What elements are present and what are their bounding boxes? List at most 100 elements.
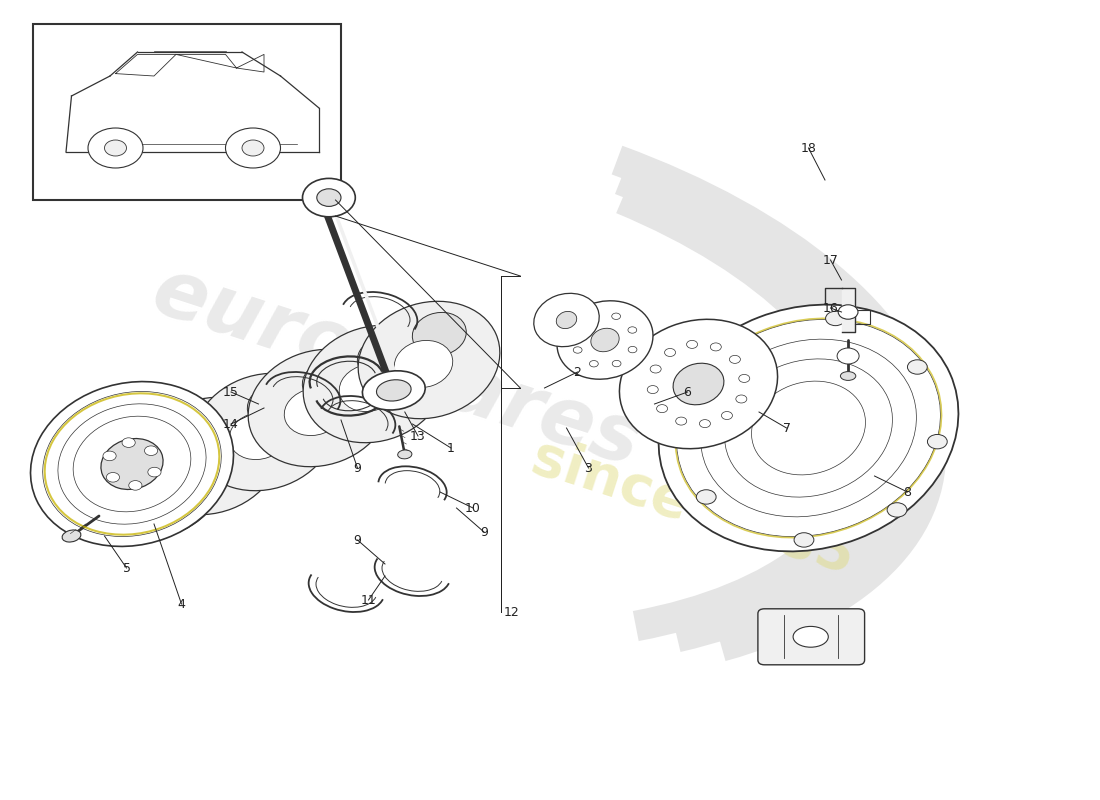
Text: since 1985: since 1985 [525, 430, 861, 586]
Circle shape [129, 481, 142, 490]
Ellipse shape [557, 311, 576, 329]
Text: 4: 4 [177, 598, 186, 610]
Text: 9: 9 [353, 534, 362, 546]
Ellipse shape [591, 328, 619, 352]
Ellipse shape [119, 461, 178, 507]
Ellipse shape [84, 422, 224, 538]
Ellipse shape [412, 313, 466, 356]
Ellipse shape [619, 319, 778, 449]
Circle shape [675, 417, 686, 425]
Ellipse shape [398, 450, 411, 459]
Circle shape [104, 140, 126, 156]
Ellipse shape [793, 626, 828, 647]
Bar [33, 24, 341, 200]
Circle shape [107, 473, 120, 482]
Text: 3: 3 [584, 462, 593, 474]
Circle shape [657, 405, 668, 413]
Circle shape [887, 502, 906, 517]
Ellipse shape [358, 337, 411, 380]
Circle shape [686, 340, 697, 348]
Text: 12: 12 [504, 606, 519, 618]
Text: 11: 11 [361, 594, 376, 606]
Text: 9: 9 [480, 526, 488, 538]
Ellipse shape [339, 365, 398, 411]
Text: 7: 7 [782, 422, 791, 434]
FancyBboxPatch shape [758, 609, 865, 665]
Text: 6: 6 [683, 386, 692, 398]
Circle shape [664, 349, 675, 357]
Text: 15: 15 [223, 386, 239, 398]
Ellipse shape [138, 433, 191, 476]
Text: 14: 14 [223, 418, 239, 430]
Circle shape [711, 343, 722, 351]
Ellipse shape [659, 305, 958, 551]
Circle shape [927, 434, 947, 449]
Circle shape [650, 365, 661, 373]
Ellipse shape [229, 413, 288, 459]
Circle shape [242, 140, 264, 156]
Ellipse shape [284, 389, 343, 435]
Circle shape [794, 533, 814, 547]
Ellipse shape [362, 370, 426, 410]
Circle shape [612, 313, 620, 319]
Ellipse shape [139, 398, 279, 514]
Ellipse shape [192, 409, 246, 452]
Circle shape [837, 348, 859, 364]
Circle shape [613, 360, 621, 366]
Circle shape [588, 314, 597, 320]
Circle shape [908, 360, 927, 374]
Circle shape [573, 347, 582, 354]
Circle shape [729, 355, 740, 363]
Circle shape [739, 374, 750, 382]
Circle shape [628, 326, 637, 333]
Ellipse shape [376, 380, 411, 401]
Ellipse shape [840, 372, 856, 381]
Circle shape [302, 178, 355, 217]
Circle shape [647, 386, 658, 394]
Circle shape [672, 398, 692, 412]
Circle shape [722, 411, 733, 419]
Text: 1: 1 [447, 442, 455, 454]
Ellipse shape [248, 385, 301, 428]
Circle shape [628, 346, 637, 353]
Circle shape [88, 128, 143, 168]
Polygon shape [842, 288, 855, 332]
Text: 17: 17 [823, 254, 838, 266]
Circle shape [826, 311, 846, 326]
Ellipse shape [62, 530, 81, 542]
Text: 16: 16 [823, 302, 838, 314]
Circle shape [728, 327, 748, 342]
Ellipse shape [359, 302, 499, 418]
Circle shape [226, 128, 280, 168]
Circle shape [696, 490, 716, 504]
Circle shape [144, 446, 157, 455]
Ellipse shape [557, 301, 653, 379]
Ellipse shape [31, 382, 233, 546]
Ellipse shape [394, 341, 453, 387]
Text: 18: 18 [801, 142, 816, 154]
Ellipse shape [194, 374, 334, 490]
Circle shape [147, 467, 161, 477]
Ellipse shape [101, 438, 163, 490]
Ellipse shape [174, 437, 233, 483]
Circle shape [122, 438, 135, 447]
Text: 5: 5 [122, 562, 131, 574]
Ellipse shape [249, 350, 389, 466]
Text: 10: 10 [465, 502, 481, 514]
Circle shape [700, 420, 711, 428]
Circle shape [573, 327, 582, 334]
Circle shape [590, 361, 598, 367]
Circle shape [103, 451, 117, 461]
Text: 2: 2 [573, 366, 582, 378]
Text: 8: 8 [903, 486, 912, 498]
Circle shape [736, 395, 747, 403]
Ellipse shape [673, 363, 724, 405]
Circle shape [317, 189, 341, 206]
Ellipse shape [534, 294, 600, 346]
Text: 13: 13 [410, 430, 426, 442]
Ellipse shape [304, 326, 444, 442]
Ellipse shape [302, 361, 356, 404]
Text: eurospares: eurospares [142, 252, 650, 484]
Text: 9: 9 [353, 462, 362, 474]
Circle shape [838, 305, 858, 319]
